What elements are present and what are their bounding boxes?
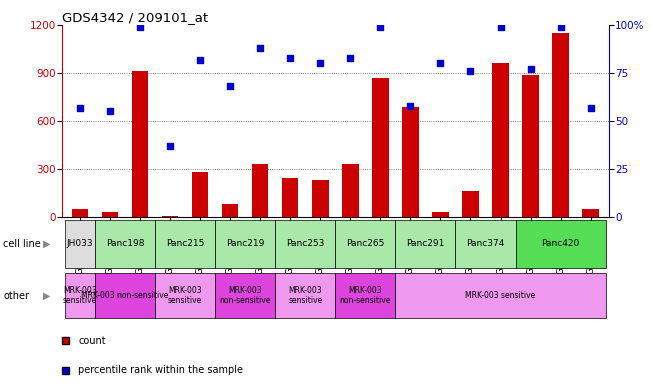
- Text: Panc374: Panc374: [466, 239, 505, 248]
- Bar: [372, 78, 389, 217]
- Text: MRK-003
sensitive: MRK-003 sensitive: [62, 286, 97, 305]
- Bar: [161, 216, 178, 217]
- Bar: [192, 172, 208, 217]
- Bar: [516, 220, 605, 268]
- Text: MRK-003
non-sensitive: MRK-003 non-sensitive: [219, 286, 271, 305]
- Point: [465, 68, 476, 74]
- Point: [255, 45, 266, 51]
- Text: cell line: cell line: [3, 239, 41, 249]
- Text: MRK-003 sensitive: MRK-003 sensitive: [465, 291, 536, 300]
- Bar: [335, 273, 395, 318]
- Point: [135, 24, 145, 30]
- Text: other: other: [3, 291, 29, 301]
- Point: [525, 66, 536, 72]
- Bar: [456, 220, 516, 268]
- Bar: [275, 273, 335, 318]
- Point: [375, 24, 385, 30]
- Text: MRK-003 non-sensitive: MRK-003 non-sensitive: [81, 291, 169, 300]
- Bar: [282, 178, 298, 217]
- Point: [225, 83, 235, 89]
- Bar: [252, 164, 268, 217]
- Bar: [215, 273, 275, 318]
- Point: [165, 143, 175, 149]
- Bar: [155, 273, 215, 318]
- Point: [315, 60, 326, 66]
- Point: [585, 104, 596, 111]
- Bar: [492, 63, 509, 217]
- Text: ▶: ▶: [43, 239, 51, 249]
- Text: Panc198: Panc198: [105, 239, 144, 248]
- Bar: [552, 33, 569, 217]
- Bar: [65, 273, 95, 318]
- Point: [436, 60, 446, 66]
- Text: Panc253: Panc253: [286, 239, 324, 248]
- Point: [495, 24, 506, 30]
- Bar: [72, 209, 88, 217]
- Point: [555, 24, 566, 30]
- Bar: [432, 212, 449, 217]
- Text: Panc420: Panc420: [542, 239, 580, 248]
- Bar: [522, 74, 539, 217]
- Point: [75, 104, 85, 111]
- Bar: [395, 273, 605, 318]
- Bar: [65, 220, 95, 268]
- Text: MRK-003
non-sensitive: MRK-003 non-sensitive: [340, 286, 391, 305]
- Text: Panc291: Panc291: [406, 239, 445, 248]
- Bar: [215, 220, 275, 268]
- Point: [195, 56, 205, 63]
- Text: percentile rank within the sample: percentile rank within the sample: [78, 365, 243, 375]
- Bar: [95, 220, 155, 268]
- Point: [345, 55, 355, 61]
- Text: ▶: ▶: [43, 291, 51, 301]
- Point: [405, 103, 415, 109]
- Text: GDS4342 / 209101_at: GDS4342 / 209101_at: [62, 11, 208, 24]
- Bar: [462, 191, 478, 217]
- Text: MRK-003
sensitive: MRK-003 sensitive: [168, 286, 202, 305]
- Text: count: count: [78, 336, 105, 346]
- Bar: [132, 71, 148, 217]
- Bar: [102, 212, 118, 217]
- Bar: [395, 220, 456, 268]
- Text: JH033: JH033: [66, 239, 93, 248]
- Point: [285, 55, 296, 61]
- Text: MRK-003
sensitive: MRK-003 sensitive: [288, 286, 322, 305]
- Bar: [95, 273, 155, 318]
- Bar: [222, 204, 238, 217]
- Bar: [312, 180, 329, 217]
- Bar: [402, 107, 419, 217]
- Point: [105, 108, 115, 114]
- Bar: [583, 209, 599, 217]
- Bar: [335, 220, 395, 268]
- Bar: [155, 220, 215, 268]
- Text: Panc265: Panc265: [346, 239, 385, 248]
- Text: Panc219: Panc219: [226, 239, 264, 248]
- Bar: [275, 220, 335, 268]
- Text: Panc215: Panc215: [166, 239, 204, 248]
- Bar: [342, 164, 359, 217]
